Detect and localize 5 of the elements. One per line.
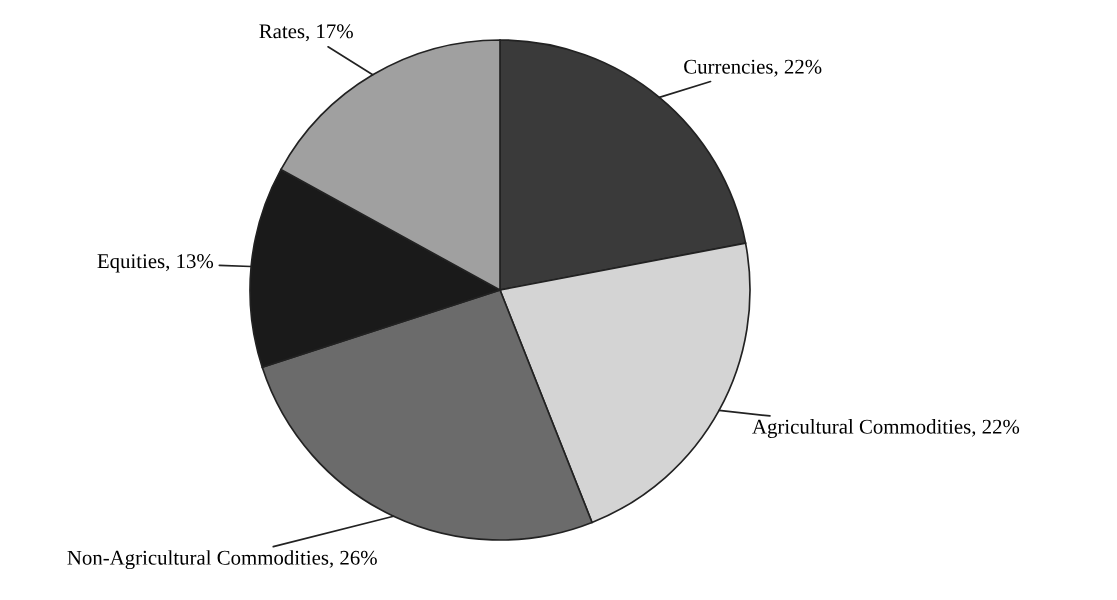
slice-label: Non-Agricultural Commodities, 26% <box>67 550 377 570</box>
slice-label: Rates, 17% <box>259 24 353 42</box>
slice-label: Equities, 13% <box>97 254 214 273</box>
slice-label: Currencies, 22% <box>684 59 822 77</box>
slice-label: Agricultural Commodities, 22% <box>752 419 1020 438</box>
